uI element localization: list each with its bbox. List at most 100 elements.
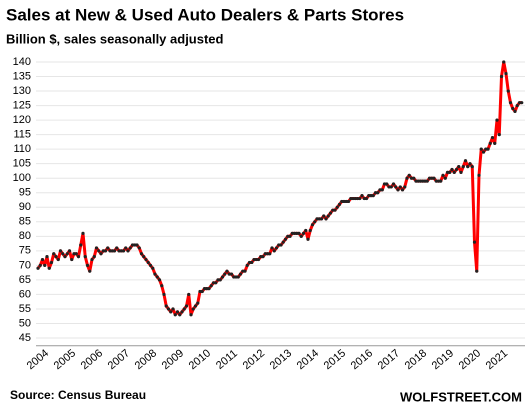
data-point: [236, 275, 240, 279]
data-point: [238, 272, 243, 276]
x-tick-label: 2013: [268, 347, 294, 372]
x-tick-label: 2012: [241, 347, 267, 372]
data-point: [297, 231, 301, 236]
data-point: [286, 234, 290, 238]
data-point: [301, 231, 306, 236]
data-point: [189, 313, 193, 317]
y-tick-label: 85: [19, 216, 31, 228]
data-point: [270, 246, 274, 250]
x-tick-label: 2011: [214, 348, 240, 372]
data-point: [457, 164, 461, 169]
data-point: [202, 287, 207, 291]
y-tick-label: 115: [13, 129, 31, 141]
data-point: [308, 228, 312, 233]
data-point: [344, 199, 348, 204]
data-point: [72, 252, 76, 256]
data-point: [81, 231, 85, 236]
data-point: [373, 191, 378, 195]
data-point: [517, 101, 522, 105]
data-point: [430, 176, 434, 180]
data-point: [261, 255, 265, 259]
data-point: [265, 252, 270, 256]
data-point: [279, 243, 283, 247]
data-point: [310, 223, 315, 227]
data-point: [191, 307, 195, 311]
data-point: [83, 255, 87, 259]
data-point: [79, 243, 83, 247]
x-tick-label: 2021: [484, 347, 510, 372]
data-point: [337, 202, 342, 206]
data-point: [214, 281, 218, 285]
chart-title: Sales at New & Used Auto Dealers & Parts…: [6, 5, 404, 24]
data-point: [256, 257, 261, 262]
data-point: [333, 208, 337, 212]
y-tick-label: 90: [19, 201, 31, 213]
data-point: [227, 272, 231, 276]
data-point: [425, 179, 429, 183]
data-point: [412, 176, 416, 180]
data-point: [299, 234, 303, 238]
data-point: [211, 281, 216, 285]
brand: WOLFSTREET.COM: [400, 389, 522, 404]
data-point: [506, 89, 510, 93]
x-tick-label: 2005: [52, 347, 78, 372]
data-point: [241, 269, 245, 273]
data-point: [216, 278, 220, 282]
x-tick-label: 2009: [160, 347, 186, 372]
data-point: [146, 260, 150, 265]
data-point: [63, 255, 67, 259]
data-point: [277, 243, 281, 247]
data-point: [349, 196, 353, 201]
data-point: [65, 252, 69, 256]
data-point: [454, 167, 459, 172]
data-point: [130, 243, 135, 247]
data-point: [254, 257, 258, 262]
data-point: [178, 313, 182, 317]
data-point: [427, 176, 432, 180]
data-point: [387, 185, 391, 189]
data-point: [47, 266, 51, 270]
data-point: [245, 263, 249, 267]
data-point: [319, 217, 324, 221]
data-point: [315, 217, 319, 221]
data-point: [70, 257, 74, 262]
data-point: [128, 246, 132, 250]
data-point: [292, 231, 297, 236]
data-point: [180, 310, 184, 314]
data-point: [196, 301, 200, 305]
y-tick-label: 130: [13, 85, 31, 97]
data-point: [376, 191, 380, 195]
data-point: [443, 176, 447, 180]
data-point: [479, 147, 483, 151]
data-point: [175, 310, 180, 314]
data-point: [223, 272, 227, 276]
data-point: [139, 252, 144, 256]
data-point: [162, 292, 166, 297]
x-tick-label: 2010: [187, 347, 213, 372]
data-point: [220, 275, 225, 279]
data-point: [513, 109, 517, 113]
x-tick-label: 2015: [322, 347, 348, 372]
x-tick-label: 2020: [457, 347, 483, 372]
data-point: [259, 255, 263, 259]
y-tick-label: 125: [13, 99, 31, 111]
data-point: [45, 255, 49, 259]
data-point: [475, 269, 479, 273]
x-tick-label: 2016: [349, 347, 375, 372]
y-tick-label: 100: [13, 172, 31, 184]
x-tick-label: 2006: [79, 347, 105, 372]
y-tick-label: 50: [19, 317, 31, 329]
data-point: [322, 214, 326, 218]
data-point: [205, 287, 209, 291]
data-point: [448, 170, 452, 175]
data-point: [274, 246, 279, 250]
data-point: [391, 182, 396, 186]
data-point: [394, 185, 398, 189]
data-point: [423, 179, 427, 183]
data-point: [137, 246, 141, 250]
data-point: [157, 278, 162, 282]
data-point: [198, 289, 202, 294]
data-point: [38, 263, 42, 267]
data-point: [434, 179, 438, 183]
data-point: [317, 217, 321, 221]
